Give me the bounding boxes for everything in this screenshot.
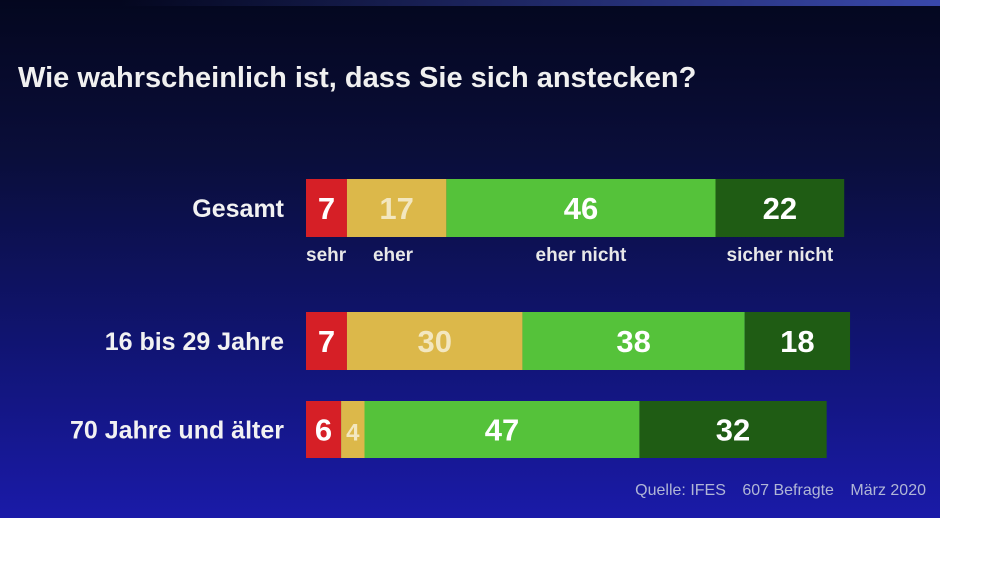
source-befragte: 607 Befragte bbox=[742, 482, 834, 499]
source-quelle: Quelle: IFES bbox=[635, 482, 726, 499]
category-label-gesamt: Gesamt bbox=[192, 195, 284, 223]
source-note: Quelle: IFES 607 Befragte März 2020 bbox=[635, 482, 926, 500]
value-label-16-bis-29-jahre-sicher-nicht: 18 bbox=[780, 324, 814, 359]
value-label-70-jahre-und-aelter-sehr: 6 bbox=[315, 413, 332, 448]
bar-segment-70-jahre-und-aelter-sicher-nicht bbox=[639, 401, 827, 458]
value-label-gesamt-eher: 17 bbox=[379, 191, 413, 226]
legend-label-eher: eher bbox=[373, 245, 414, 266]
category-label-70-jahre-und-aelter: 70 Jahre und älter bbox=[70, 417, 284, 445]
bar-segment-gesamt-sehr bbox=[306, 179, 347, 237]
value-label-gesamt-sehr: 7 bbox=[318, 191, 335, 226]
bar-segment-gesamt-sicher-nicht bbox=[715, 179, 845, 237]
bar-segment-gesamt-eher bbox=[346, 179, 447, 237]
bar-segment-70-jahre-und-aelter-sehr bbox=[306, 401, 342, 458]
legend-label-sehr: sehr bbox=[306, 245, 347, 266]
legend-label-sicher-nicht: sicher nicht bbox=[727, 245, 834, 266]
value-label-70-jahre-und-aelter-eher: 4 bbox=[346, 420, 360, 447]
chart-title: Wie wahrscheinlich ist, dass Sie sich an… bbox=[18, 62, 697, 94]
value-label-gesamt-eher-nicht: 46 bbox=[564, 191, 598, 226]
legend-label-eher-nicht: eher nicht bbox=[536, 245, 627, 266]
value-label-16-bis-29-jahre-eher: 30 bbox=[417, 324, 451, 359]
top-glow-line bbox=[120, 0, 940, 6]
value-label-70-jahre-und-aelter-eher-nicht: 47 bbox=[485, 413, 519, 448]
stacked-bar-chart: Gesamt 7 sehr 17 eher 46 eher nicht 22 sicher ni… bbox=[70, 179, 851, 458]
tv-screen: Wie wahrscheinlich ist, dass Sie sich an… bbox=[0, 0, 940, 518]
bar-segment-16-bis-29-jahre-sehr bbox=[306, 312, 347, 370]
bar-segment-16-bis-29-jahre-eher-nicht bbox=[522, 312, 745, 370]
value-label-16-bis-29-jahre-eher-nicht: 38 bbox=[616, 324, 650, 359]
bar-segment-70-jahre-und-aelter-eher-nicht bbox=[364, 401, 640, 458]
value-label-70-jahre-und-aelter-sicher-nicht: 32 bbox=[716, 413, 750, 448]
source-datum: März 2020 bbox=[850, 482, 926, 499]
bar-segment-gesamt-eher-nicht bbox=[446, 179, 716, 237]
value-label-gesamt-sicher-nicht: 22 bbox=[763, 191, 797, 226]
category-label-16-bis-29-jahre: 16 bis 29 Jahre bbox=[105, 328, 284, 356]
value-label-16-bis-29-jahre-sehr: 7 bbox=[318, 324, 335, 359]
bar-segment-16-bis-29-jahre-sicher-nicht bbox=[744, 312, 851, 370]
bar-segment-16-bis-29-jahre-eher bbox=[346, 312, 523, 370]
bar-segment-70-jahre-und-aelter-eher bbox=[341, 401, 365, 458]
